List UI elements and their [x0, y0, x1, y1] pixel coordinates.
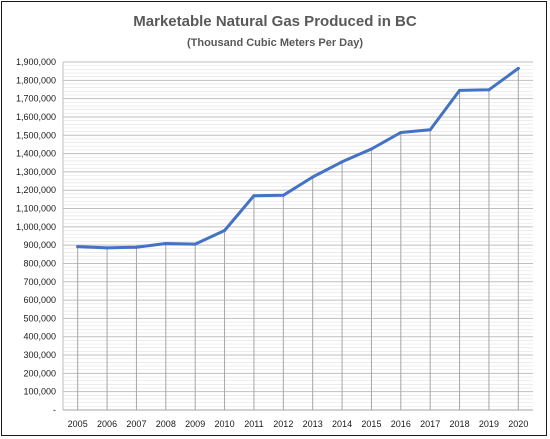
- y-tick-label: 500,000: [23, 313, 56, 323]
- x-tick-label: 2015: [361, 419, 381, 429]
- data-point: [281, 193, 285, 197]
- data-point: [340, 160, 344, 164]
- y-tick-label: 1,500,000: [16, 130, 56, 140]
- x-tick-label: 2011: [244, 419, 263, 429]
- data-point: [252, 194, 256, 198]
- x-tick-label: 2016: [391, 419, 411, 429]
- data-point: [487, 88, 491, 92]
- x-axis-ticks: 2005 2006 2007 2008 2009 2010 2011 2012 2013 2014…: [68, 419, 529, 429]
- x-tick-label: 2005: [68, 419, 88, 429]
- y-tick-label: 1,100,000: [16, 204, 56, 214]
- y-tick-label: 600,000: [23, 295, 56, 305]
- y-tick-label: 1,000,000: [16, 222, 56, 232]
- drop-lines: [77, 68, 519, 410]
- series-layer: [76, 66, 520, 250]
- y-tick-label: -: [53, 405, 56, 415]
- x-tick-label: 2010: [215, 419, 235, 429]
- axes: [62, 62, 533, 411]
- data-point: [223, 229, 227, 233]
- data-point: [428, 128, 432, 132]
- y-tick-label: 100,000: [23, 387, 56, 397]
- y-tick-label: 1,800,000: [16, 75, 56, 85]
- x-tick-label: 2013: [303, 419, 323, 429]
- y-tick-label: 1,400,000: [16, 149, 56, 159]
- x-tick-label: 2014: [332, 419, 352, 429]
- y-axis-ticks: - 100,000 200,000 300,000 400,000 500,000 600,…: [16, 57, 56, 415]
- x-tick-label: 2020: [508, 419, 528, 429]
- y-tick-label: 1,300,000: [16, 167, 56, 177]
- x-tick-label: 2017: [420, 419, 440, 429]
- y-tick-label: 300,000: [23, 350, 56, 360]
- chart-title: Marketable Natural Gas Produced in BC: [133, 13, 417, 30]
- y-tick-label: 1,600,000: [16, 112, 56, 122]
- y-tick-label: 1,700,000: [16, 94, 56, 104]
- x-tick-label: 2018: [450, 419, 470, 429]
- y-tick-label: 1,900,000: [16, 57, 56, 67]
- data-point: [458, 88, 462, 92]
- x-tick-label: 2008: [156, 419, 176, 429]
- data-point: [369, 147, 373, 151]
- y-tick-label: 700,000: [23, 277, 56, 287]
- series-line: [76, 66, 520, 250]
- x-tick-label: 2007: [126, 419, 146, 429]
- y-tick-label: 900,000: [23, 240, 56, 250]
- data-point: [399, 131, 403, 135]
- x-tick-label: 2009: [185, 419, 205, 429]
- y-tick-label: 1,200,000: [16, 185, 56, 195]
- y-tick-label: 200,000: [23, 368, 56, 378]
- chart-subtitle: (Thousand Cubic Meters Per Day): [187, 37, 363, 49]
- x-tick-label: 2006: [97, 419, 117, 429]
- x-tick-label: 2012: [273, 419, 293, 429]
- data-point: [193, 242, 197, 246]
- y-tick-label: 400,000: [23, 332, 56, 342]
- data-point: [516, 66, 520, 70]
- data-point: [76, 245, 80, 249]
- data-point: [105, 246, 109, 250]
- data-point: [134, 245, 138, 249]
- data-point: [164, 242, 168, 246]
- data-point: [311, 175, 315, 179]
- gridlines: [63, 61, 533, 407]
- x-tick-label: 2019: [479, 419, 499, 429]
- y-tick-label: 800,000: [23, 258, 56, 268]
